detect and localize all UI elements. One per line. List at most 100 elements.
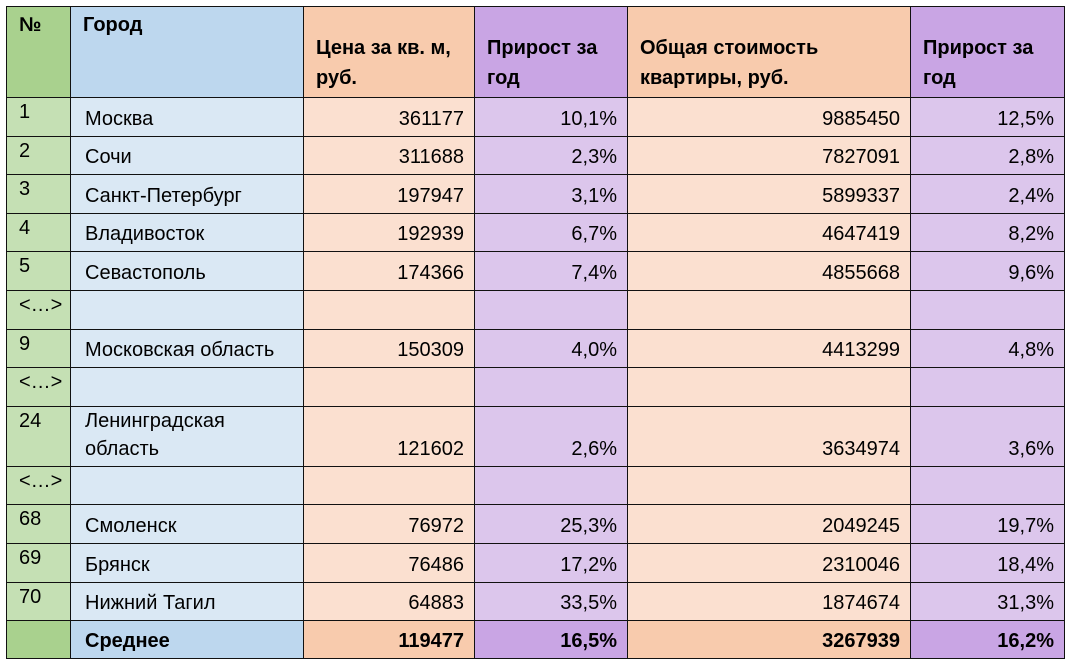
row-price-growth [474, 465, 628, 506]
row-price: 174366 [303, 251, 475, 291]
row-total: 3634974 [627, 405, 911, 467]
row-num: 2 [6, 135, 71, 176]
header-price-growth: Прирост за год [474, 6, 628, 98]
row-price-growth [474, 367, 628, 407]
row-city: Севастополь [70, 251, 304, 291]
table-row: 69 Брянск 76486 17,2% 2310046 18,4% [6, 542, 1065, 583]
row-price [303, 367, 475, 407]
row-city: Нижний Тагил [70, 581, 304, 622]
row-total-growth: 4,8% [910, 328, 1065, 369]
row-num: <…> [6, 465, 71, 506]
table-row: 3 Санкт-Петербург 197947 3,1% 5899337 2,… [6, 174, 1065, 214]
row-city: Брянск [70, 542, 304, 583]
row-total-growth: 18,4% [910, 542, 1065, 583]
table-row: 9 Московская область 150309 4,0% 4413299… [6, 328, 1065, 369]
city-price-table: № Город Цена за кв. м, руб. Прирост за г… [6, 6, 1065, 659]
row-total-growth: 8,2% [910, 212, 1065, 253]
row-price: 76972 [303, 504, 475, 544]
row-num: <…> [6, 289, 71, 330]
row-num: 4 [6, 212, 71, 253]
row-total-growth: 31,3% [910, 581, 1065, 622]
row-total: 4855668 [627, 251, 911, 291]
row-price: 192939 [303, 212, 475, 253]
row-num: 1 [6, 97, 71, 137]
row-city [70, 367, 304, 407]
header-num: № [6, 6, 71, 98]
row-num: 24 [6, 405, 71, 467]
row-total-growth [910, 367, 1065, 407]
row-city: Ленинградская область [70, 405, 304, 467]
row-price: 121602 [303, 405, 475, 467]
header-row: № Город Цена за кв. м, руб. Прирост за г… [6, 6, 1065, 98]
average-total: 3267939 [627, 620, 911, 659]
row-price: 361177 [303, 97, 475, 137]
table-row: 1 Москва 361177 10,1% 9885450 12,5% [6, 97, 1065, 137]
header-total-growth: Прирост за год [910, 6, 1065, 98]
row-num: 3 [6, 174, 71, 214]
average-num [6, 620, 71, 659]
row-price-growth: 25,3% [474, 504, 628, 544]
average-price-growth: 16,5% [474, 620, 628, 659]
row-total: 5899337 [627, 174, 911, 214]
row-price-growth: 17,2% [474, 542, 628, 583]
row-total-growth [910, 289, 1065, 330]
row-num: 68 [6, 504, 71, 544]
row-city: Москва [70, 97, 304, 137]
table-row: 5 Севастополь 174366 7,4% 4855668 9,6% [6, 251, 1065, 291]
row-price-growth: 33,5% [474, 581, 628, 622]
row-num: <…> [6, 367, 71, 407]
table-row: 68 Смоленск 76972 25,3% 2049245 19,7% [6, 504, 1065, 544]
row-price: 311688 [303, 135, 475, 176]
row-city: Смоленск [70, 504, 304, 544]
row-total-growth: 3,6% [910, 405, 1065, 467]
average-row: Среднее 119477 16,5% 3267939 16,2% [6, 620, 1065, 659]
row-price [303, 289, 475, 330]
row-price-growth: 4,0% [474, 328, 628, 369]
row-price-growth: 2,3% [474, 135, 628, 176]
row-total: 1874674 [627, 581, 911, 622]
header-price-per-sqm: Цена за кв. м, руб. [303, 6, 475, 98]
row-total: 4647419 [627, 212, 911, 253]
row-num: 5 [6, 251, 71, 291]
row-total-growth: 19,7% [910, 504, 1065, 544]
table-row-ellipsis: <…> [6, 367, 1065, 407]
row-price-growth: 2,6% [474, 405, 628, 467]
row-price [303, 465, 475, 506]
row-price-growth [474, 289, 628, 330]
average-label: Среднее [70, 620, 304, 659]
row-total [627, 289, 911, 330]
table-row: 4 Владивосток 192939 6,7% 4647419 8,2% [6, 212, 1065, 253]
row-price-growth: 6,7% [474, 212, 628, 253]
row-total: 2049245 [627, 504, 911, 544]
row-total: 2310046 [627, 542, 911, 583]
row-total: 9885450 [627, 97, 911, 137]
row-num: 69 [6, 542, 71, 583]
table-row: 24 Ленинградская область 121602 2,6% 363… [6, 405, 1065, 467]
row-price-growth: 10,1% [474, 97, 628, 137]
row-total-growth: 2,4% [910, 174, 1065, 214]
average-total-growth: 16,2% [910, 620, 1065, 659]
row-city: Московская область [70, 328, 304, 369]
row-total-growth: 2,8% [910, 135, 1065, 176]
row-num: 9 [6, 328, 71, 369]
row-city: Владивосток [70, 212, 304, 253]
table-row-ellipsis: <…> [6, 289, 1065, 330]
row-city: Санкт-Петербург [70, 174, 304, 214]
row-price-growth: 7,4% [474, 251, 628, 291]
row-total-growth: 9,6% [910, 251, 1065, 291]
row-total [627, 465, 911, 506]
row-total-growth [910, 465, 1065, 506]
row-price-growth: 3,1% [474, 174, 628, 214]
row-num: 70 [6, 581, 71, 622]
table-row: 70 Нижний Тагил 64883 33,5% 1874674 31,3… [6, 581, 1065, 622]
average-price: 119477 [303, 620, 475, 659]
table-row: 2 Сочи 311688 2,3% 7827091 2,8% [6, 135, 1065, 176]
row-total-growth: 12,5% [910, 97, 1065, 137]
row-total: 7827091 [627, 135, 911, 176]
row-city [70, 289, 304, 330]
row-total [627, 367, 911, 407]
row-price: 150309 [303, 328, 475, 369]
row-price: 64883 [303, 581, 475, 622]
header-total-cost: Общая стоимость квартиры, руб. [627, 6, 911, 98]
row-total: 4413299 [627, 328, 911, 369]
